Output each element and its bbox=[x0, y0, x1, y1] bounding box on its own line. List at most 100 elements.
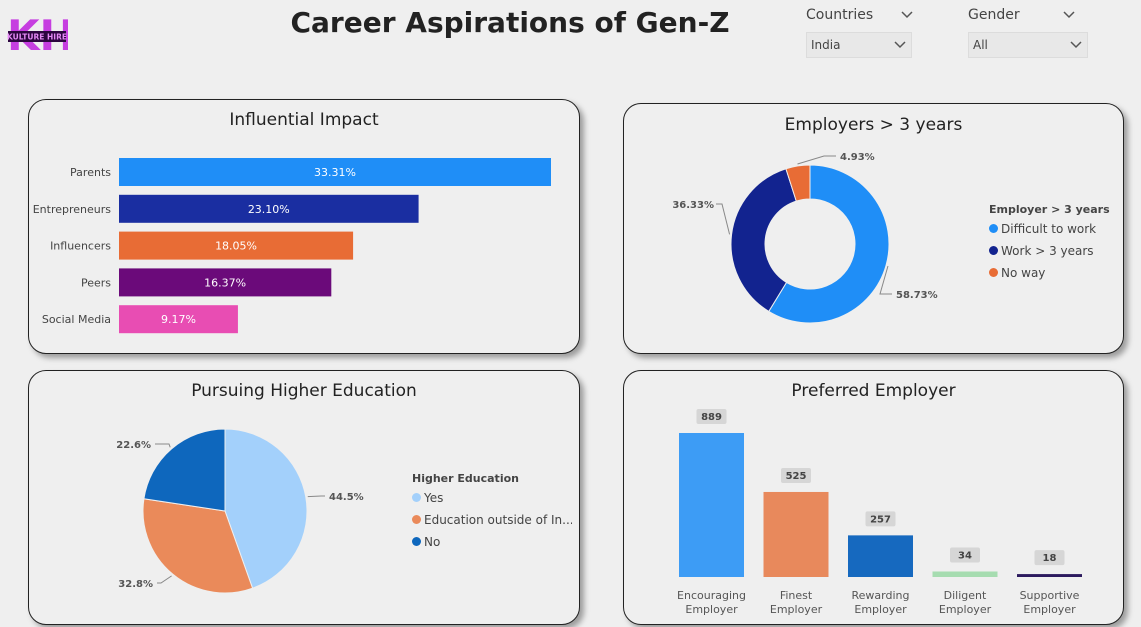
legend-marker bbox=[989, 224, 998, 233]
legend-marker bbox=[989, 268, 998, 277]
employers-3-years-chart: 58.73% 36.33% 4.93% bbox=[672, 152, 938, 324]
category-label-rewarding-employer-0: Rewarding bbox=[852, 589, 910, 602]
gender-filter: Gender All bbox=[968, 4, 1088, 58]
category-label-influencers: Influencers bbox=[50, 240, 111, 253]
influential-impact-title: Influential Impact bbox=[229, 110, 379, 130]
data-label-peers: 16.37% bbox=[204, 276, 246, 289]
countries-filter: Countries India bbox=[806, 4, 918, 58]
leader-line-work-3-years bbox=[716, 203, 731, 235]
bar-social-media bbox=[119, 305, 238, 334]
legend-item-work-3-years: Work > 3 years bbox=[989, 240, 1119, 262]
category-label-finest-employer-0: Finest bbox=[780, 589, 813, 602]
higher-education-card: Pursuing Higher Education 44.5% 32.8% 22.6… bbox=[28, 370, 580, 625]
data-label-encouraging-employer: 889 bbox=[701, 412, 722, 423]
leader-line-yes bbox=[307, 495, 325, 498]
gender-select[interactable]: All bbox=[968, 32, 1088, 58]
data-label-bg-diligent-employer bbox=[950, 547, 980, 563]
data-label-no-way: 4.93% bbox=[840, 152, 875, 163]
legend-label: Yes bbox=[424, 491, 444, 505]
data-label-bg-rewarding-employer bbox=[865, 511, 896, 527]
slice-difficult-to-work bbox=[768, 164, 890, 324]
category-label-entrepreneurs: Entrepreneurs bbox=[33, 203, 112, 216]
data-label-education-outside-of-in: 32.8% bbox=[118, 579, 153, 590]
slice-yes bbox=[224, 428, 308, 589]
data-label-parents: 33.31% bbox=[314, 166, 356, 179]
bar-finest-employer bbox=[763, 491, 829, 577]
legend-item-yes: Yes bbox=[412, 487, 572, 509]
data-label-rewarding-employer: 257 bbox=[870, 514, 891, 525]
bar-peers bbox=[119, 268, 332, 297]
higher-education-title: Pursuing Higher Education bbox=[191, 381, 417, 401]
slice-no bbox=[143, 428, 226, 512]
category-label-encouraging-employer-1: Employer bbox=[685, 603, 738, 616]
employers-3-years-title: Employers > 3 years bbox=[784, 115, 963, 135]
data-label-difficult-to-work: 58.73% bbox=[896, 290, 938, 301]
bar-rewarding-employer bbox=[848, 535, 913, 577]
data-label-social-media: 9.17% bbox=[161, 313, 196, 326]
category-label-supportive-employer-0: Supportive bbox=[1020, 589, 1080, 602]
data-label-bg-encouraging-employer bbox=[696, 409, 727, 424]
data-label-finest-employer: 525 bbox=[786, 471, 807, 482]
legend-item-no: No bbox=[412, 531, 572, 553]
legend-label: Education outside of In... bbox=[424, 513, 572, 527]
leader-line-difficult-to-work bbox=[879, 265, 892, 295]
leader-line-no-way bbox=[797, 155, 836, 165]
chevron-down-icon[interactable] bbox=[893, 38, 907, 52]
legend-marker bbox=[412, 537, 421, 546]
category-label-social-media: Social Media bbox=[42, 313, 111, 326]
category-label-diligent-employer-0: Diligent bbox=[944, 589, 987, 602]
slice-work-3-years bbox=[730, 168, 797, 313]
bar-encouraging-employer bbox=[679, 433, 744, 577]
bar-influencers bbox=[119, 231, 354, 260]
employers-3-years-legend: Employer > 3 years Difficult to work Work… bbox=[989, 203, 1119, 284]
category-label-rewarding-employer-1: Employer bbox=[854, 603, 907, 616]
legend-title: Employer > 3 years bbox=[989, 203, 1110, 216]
data-label-bg-finest-employer bbox=[781, 467, 811, 483]
leader-line-no bbox=[155, 443, 171, 448]
category-label-parents: Parents bbox=[70, 166, 111, 179]
legend-label: No bbox=[424, 535, 441, 549]
category-label-diligent-employer-1: Employer bbox=[939, 603, 992, 616]
gender-filter-header[interactable]: Gender bbox=[968, 4, 1080, 26]
gender-filter-label: Gender bbox=[968, 7, 1020, 23]
chevron-down-icon[interactable] bbox=[1069, 38, 1083, 52]
legend-marker bbox=[412, 493, 421, 502]
data-label-yes: 44.5% bbox=[329, 492, 364, 503]
page-title: Career Aspirations of Gen-Z bbox=[290, 6, 730, 39]
preferred-employer-title: Preferred Employer bbox=[791, 381, 956, 401]
leader-line-education-outside-of-in bbox=[157, 575, 172, 584]
countries-select[interactable]: India bbox=[806, 32, 912, 58]
data-label-entrepreneurs: 23.10% bbox=[248, 203, 290, 216]
legend-item-difficult-to-work: Difficult to work bbox=[989, 218, 1119, 240]
legend-title: Higher Education bbox=[412, 472, 519, 485]
data-label-no: 22.6% bbox=[116, 440, 151, 451]
category-label-encouraging-employer-0: Encouraging bbox=[677, 589, 746, 602]
category-label-finest-employer-1: Employer bbox=[770, 603, 823, 616]
preferred-employer-card: Preferred Employer 889 Encouraging Employe… bbox=[623, 370, 1124, 625]
data-label-work-3-years: 36.33% bbox=[672, 200, 714, 211]
data-label-supportive-employer: 18 bbox=[1043, 553, 1057, 564]
legend-marker bbox=[989, 246, 998, 255]
data-label-influencers: 18.05% bbox=[215, 240, 257, 253]
legend-label: Difficult to work bbox=[1001, 222, 1097, 236]
chevron-down-icon[interactable] bbox=[900, 8, 914, 22]
preferred-employer-chart: 889EncouragingEmployer525FinestEmployer2… bbox=[677, 409, 1082, 616]
category-label-peers: Peers bbox=[81, 276, 111, 289]
legend-label: Work > 3 years bbox=[1001, 244, 1094, 258]
gender-selected-value: All bbox=[973, 38, 988, 52]
higher-education-chart: 44.5% 32.8% 22.6% bbox=[116, 428, 364, 594]
bar-parents bbox=[119, 158, 551, 186]
slice-no-way bbox=[785, 164, 811, 202]
influential-impact-card: Influential Impact Parents 33.31% Entrepre… bbox=[28, 99, 580, 354]
logo-subtext: KULTURE HIRE bbox=[7, 33, 67, 42]
kulture-hire-logo: KH KULTURE HIRE bbox=[6, 10, 75, 62]
legend-label: No way bbox=[1001, 266, 1046, 280]
bar-diligent-employer bbox=[932, 571, 998, 577]
legend-item-education-outside-of-in: Education outside of In... bbox=[412, 509, 572, 531]
data-label-bg-supportive-employer bbox=[1034, 550, 1065, 566]
legend-marker bbox=[412, 515, 421, 524]
bar-entrepreneurs bbox=[119, 194, 419, 223]
category-label-supportive-employer-1: Employer bbox=[1023, 603, 1076, 616]
countries-filter-header[interactable]: Countries bbox=[806, 4, 918, 26]
chevron-down-icon[interactable] bbox=[1062, 8, 1076, 22]
